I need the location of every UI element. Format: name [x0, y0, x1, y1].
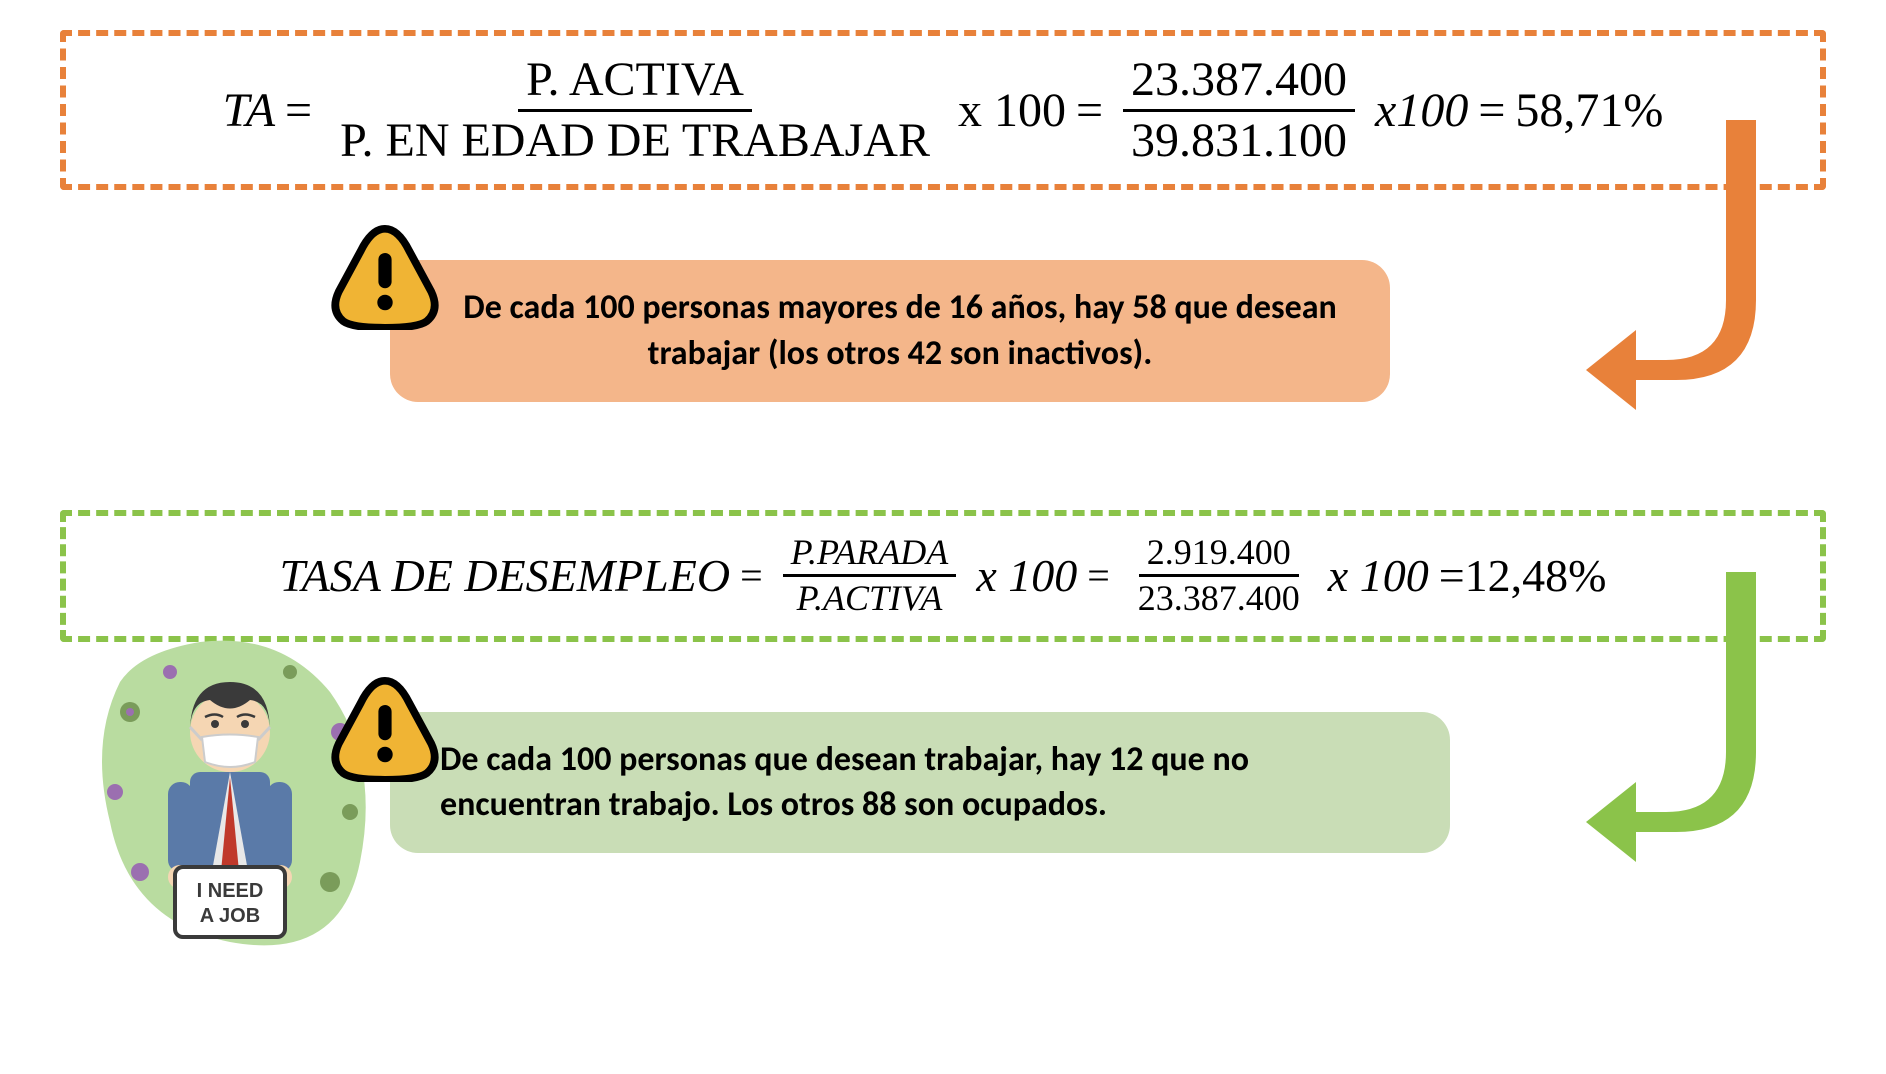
ta-frac2-den: 39.831.100 — [1123, 112, 1355, 170]
callout-td: De cada 100 personas que desean trabajar… — [390, 712, 1450, 854]
ta-frac2-num: 23.387.400 — [1123, 51, 1355, 112]
equals-4: = — [740, 552, 763, 599]
formula-desempleo-equation: TASA DE DESEMPLEO = P.PARADA P.ACTIVA x … — [279, 531, 1606, 620]
callout-wrap-ta: De cada 100 personas mayores de 16 años,… — [60, 230, 1826, 450]
formula-box-ta: TA = P. ACTIVA P. EN EDAD DE TRABAJAR x … — [60, 30, 1826, 190]
callout-ta-text: De cada 100 personas mayores de 16 años,… — [463, 287, 1336, 374]
equals-2: = — [1076, 83, 1103, 138]
section-ta: TA = P. ACTIVA P. EN EDAD DE TRABAJAR x … — [20, 30, 1866, 450]
svg-text:A JOB: A JOB — [200, 905, 260, 927]
arrow-td — [1586, 572, 1766, 872]
td-frac2-num: 2.919.400 — [1139, 531, 1299, 577]
ta-mult1: x 100 — [958, 83, 1066, 138]
ta-frac1-den: P. EN EDAD DE TRABAJAR — [332, 112, 938, 170]
warning-icon-td — [330, 672, 440, 782]
arrow-ta — [1586, 120, 1766, 420]
callout-wrap-td: I NEED A JOB De cada 100 personas que de… — [60, 682, 1826, 982]
td-lhs: TASA DE DESEMPLEO — [279, 549, 730, 602]
td-mult1: x 100 — [976, 549, 1077, 602]
td-frac1-den: P.ACTIVA — [789, 577, 951, 620]
equals-3: = — [1478, 83, 1505, 138]
ta-fraction-numeric: 23.387.400 39.831.100 — [1123, 51, 1355, 169]
ta-lhs: TA — [223, 83, 275, 138]
formula-ta-equation: TA = P. ACTIVA P. EN EDAD DE TRABAJAR x … — [223, 51, 1664, 169]
td-frac1-num: P.PARADA — [783, 531, 957, 577]
td-result-eq: =12,48% — [1439, 549, 1607, 602]
td-fraction-numeric: 2.919.400 23.387.400 — [1130, 531, 1308, 620]
td-frac2-den: 23.387.400 — [1130, 577, 1308, 620]
equals-1: = — [285, 83, 312, 138]
section-desempleo: TASA DE DESEMPLEO = P.PARADA P.ACTIVA x … — [20, 510, 1866, 981]
td-mult2: x 100 — [1328, 549, 1429, 602]
ta-mult2: x100 — [1375, 83, 1468, 138]
equals-5: = — [1087, 552, 1110, 599]
ta-fraction-symbolic: P. ACTIVA P. EN EDAD DE TRABAJAR — [332, 51, 938, 169]
callout-ta: De cada 100 personas mayores de 16 años,… — [390, 260, 1390, 402]
warning-icon-ta — [330, 220, 440, 330]
svg-text:I NEED: I NEED — [197, 880, 264, 902]
td-fraction-symbolic: P.PARADA P.ACTIVA — [783, 531, 957, 620]
callout-td-text: De cada 100 personas que desean trabajar… — [440, 739, 1249, 826]
ta-frac1-num: P. ACTIVA — [518, 51, 752, 112]
